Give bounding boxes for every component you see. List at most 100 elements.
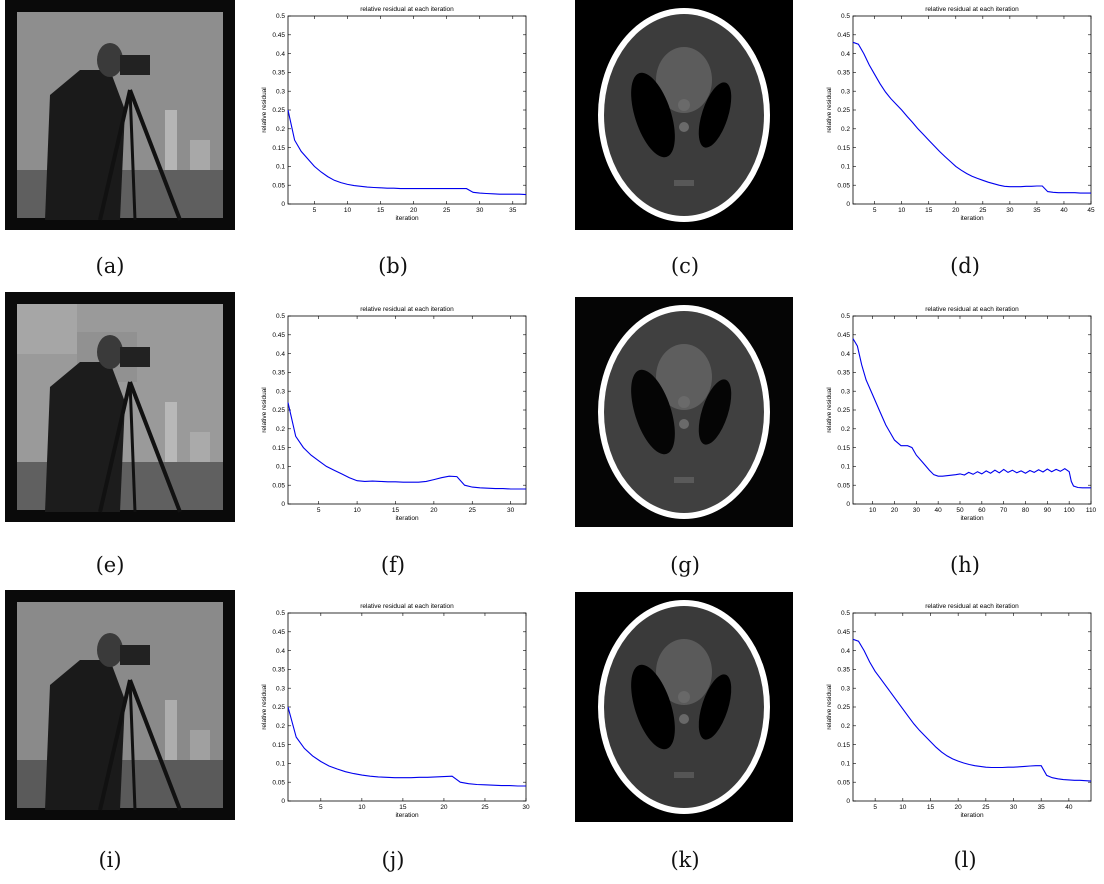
plot-frame [852,612,1092,802]
residual-chart-b: relative residual at each iteration 0 0.05… [255,0,535,225]
y-tick-label: 0.45 [837,332,850,339]
y-tick-label: 0.35 [272,70,285,77]
plot-frame [852,15,1092,205]
x-tick-label: 40 [935,507,943,514]
chart-svg: relative residual at each iteration 0 0.05… [826,6,1095,222]
y-tick-label: 0.45 [272,32,285,39]
caption-f: (f) [380,553,406,577]
residual-chart-d: relative residual at each iteration 0 0.05… [820,0,1100,225]
y-tick-label: 0.25 [837,107,850,114]
x-tick-label: 50 [956,507,964,514]
residual-chart-j: relative residual at each iteration 0 0.05… [255,597,535,822]
x-tick-label: 40 [1065,804,1073,811]
y-tick-label: 0.5 [841,313,850,320]
y-tick-label: 0.45 [837,32,850,39]
y-tick-label: 0.3 [276,388,285,395]
series-line [852,638,1092,782]
x-tick-label: 20 [410,207,418,214]
x-tick-label: 70 [1000,507,1008,514]
series-line [287,109,527,196]
series-line [287,706,526,787]
chart-svg: relative residual at each iteration 0 0.05… [261,603,530,819]
y-tick-label: 0.15 [272,742,285,749]
series-line [852,338,1091,489]
y-tick-label: 0.25 [272,407,285,414]
x-tick-label: 15 [392,507,400,514]
y-tick-label: 0.05 [272,482,285,489]
y-tick-label: 0.1 [841,164,850,171]
x-tick-label: 20 [955,804,963,811]
y-tick-label: 0.05 [837,779,850,786]
phantom-image-k [575,592,793,822]
x-tick-label: 10 [344,207,352,214]
x-axis-label: iteration [395,215,419,222]
y-tick-label: 0.1 [276,464,285,471]
x-tick-label: 10 [898,207,906,214]
y-tick-label: 0.25 [837,704,850,711]
cameraman-image-i [5,590,235,820]
y-tick-label: 0.5 [276,313,285,320]
x-tick-label: 35 [1038,804,1046,811]
y-tick-label: 0.3 [276,88,285,95]
x-axis-label: iteration [395,812,419,819]
chart-svg: relative residual at each iteration 0 0.05… [261,6,527,222]
phantom-image-g [575,297,793,527]
y-tick-label: 0.1 [276,164,285,171]
x-tick-label: 15 [377,207,385,214]
chart-title: relative residual at each iteration [360,306,454,313]
x-tick-label: 20 [440,804,448,811]
chart-title: relative residual at each iteration [360,6,454,13]
y-tick-label: 0.45 [272,332,285,339]
x-tick-label: 100 [1064,507,1075,514]
x-tick-label: 5 [317,507,321,514]
y-tick-label: 0.1 [841,761,850,768]
x-tick-label: 30 [1006,207,1014,214]
residual-chart-h: relative residual at each iteration 0 0.05… [820,300,1100,525]
x-tick-label: 20 [430,507,438,514]
y-tick-label: 0.45 [837,629,850,636]
plot-frame [287,612,527,802]
y-tick-label: 0.35 [837,667,850,674]
caption-l: (l) [953,848,977,872]
y-tick-label: 0.15 [837,145,850,152]
y-tick-label: 0.05 [272,182,285,189]
x-tick-label: 10 [899,804,907,811]
caption-e: (e) [95,553,125,577]
y-axis-label: relative residual [261,387,268,433]
y-tick-label: 0.25 [272,704,285,711]
y-tick-label: 0 [846,201,850,208]
y-tick-label: 0.3 [841,685,850,692]
x-tick-label: 10 [869,507,877,514]
chart-title: relative residual at each iteration [360,603,454,610]
residual-chart-f: relative residual at each iteration 0 0.05… [255,300,535,525]
x-tick-label: 15 [925,207,933,214]
x-tick-label: 10 [353,507,361,514]
y-tick-label: 0.2 [841,126,850,133]
x-tick-label: 35 [1033,207,1041,214]
x-tick-label: 25 [979,207,987,214]
caption-c: (c) [670,254,700,278]
y-tick-label: 0 [846,501,850,508]
y-tick-label: 0.15 [837,742,850,749]
y-tick-label: 0.35 [272,667,285,674]
x-tick-label: 25 [443,207,451,214]
y-tick-label: 0 [281,501,285,508]
y-tick-label: 0.4 [276,648,285,655]
x-tick-label: 25 [481,804,489,811]
x-tick-label: 10 [358,804,366,811]
caption-i: (i) [98,848,122,872]
x-tick-label: 25 [469,507,477,514]
y-tick-label: 0.15 [837,445,850,452]
x-tick-label: 5 [319,804,323,811]
y-tick-label: 0.35 [837,370,850,377]
caption-g: (g) [670,553,700,577]
x-tick-label: 110 [1086,507,1097,514]
caption-a: (a) [95,254,125,278]
y-tick-label: 0.1 [841,464,850,471]
plot-frame [287,315,527,505]
chart-title: relative residual at each iteration [925,6,1019,13]
y-tick-label: 0.4 [276,351,285,358]
y-tick-label: 0.35 [837,70,850,77]
x-tick-label: 90 [1044,507,1052,514]
y-tick-label: 0.05 [837,482,850,489]
